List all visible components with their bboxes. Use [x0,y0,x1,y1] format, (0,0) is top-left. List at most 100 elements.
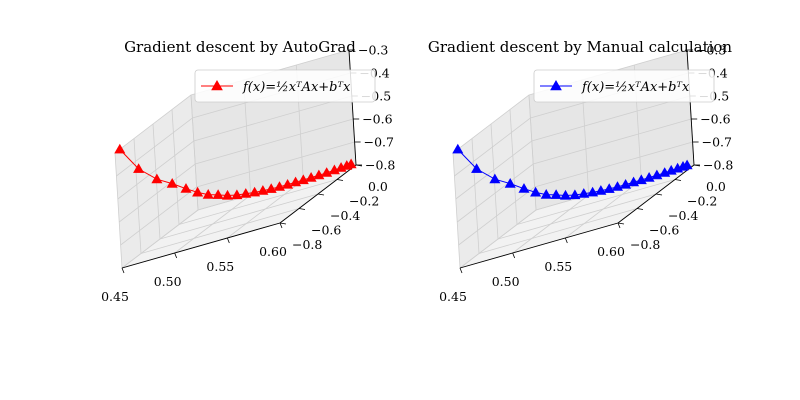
data-point-marker [321,167,333,177]
z-axis-line [348,49,357,166]
legend-label: f(x)=½xᵀAx+bᵀx [581,80,690,95]
legend-marker [211,79,223,91]
data-point-marker [180,183,192,193]
x-tick-label: 0.45 [101,289,129,304]
y-tick-label: −0.8 [630,237,660,252]
legend-box [533,69,715,103]
z-grid-line [456,118,692,223]
data-point-marker [471,163,483,173]
data-point-marker [587,186,599,197]
z-axis-line [686,49,695,166]
data-point-marker [231,189,243,200]
x-tick-label: 0.60 [597,244,625,259]
y-tick-mark [636,208,644,210]
data-point-marker [489,173,501,184]
y-tick-label: −0.2 [687,194,717,209]
z-grid-line [458,141,693,246]
data-point-marker [681,159,693,170]
x-tick-mark [279,222,283,229]
x-axis-line [121,222,281,269]
x-tick-label: 0.50 [492,274,520,289]
data-point-marker [151,173,163,184]
subplot-autograd: 0.450.500.550.600.0−0.2−0.4−0.6−0.8−0.3−… [101,38,395,304]
y-tick-label: −0.4 [668,208,698,223]
y-tick-label: 0.0 [368,179,388,194]
data-point-marker [240,188,252,198]
data-point-marker [166,177,178,188]
x-tick-mark [617,222,621,229]
z-grid-line [452,49,688,154]
data-point-marker [569,189,581,200]
z-tick-label: −0.7 [364,135,394,150]
y-tick-label: −0.2 [349,194,379,209]
y-tick-mark [279,222,287,225]
data-point-marker [603,183,615,193]
x-tick-label: 0.50 [154,274,182,289]
x-tick-mark [174,252,178,259]
legend-label: f(x)=½xᵀAx+bᵀx [242,80,351,95]
data-point-marker [518,183,530,193]
x-tick-label: 0.55 [206,259,234,274]
x-tick-mark [121,267,125,274]
z-tick-label: −0.6 [362,112,392,127]
y-tick-mark [674,179,682,181]
data-point-marker [345,158,357,169]
z-tick-label: −0.6 [700,112,730,127]
data-point-marker [114,143,126,154]
y-tick-mark [617,222,625,225]
z-tick-label: −0.8 [365,158,395,173]
data-point-marker [133,163,145,173]
y-tick-mark [655,193,663,196]
y-tick-mark [336,179,344,181]
x-tick-label: 0.45 [439,289,467,304]
data-point-marker [202,188,214,199]
z-tick-label: −0.7 [702,135,732,150]
data-point-marker [249,186,261,197]
x-axis-line [459,222,619,269]
legend-marker [550,79,562,91]
y-tick-mark [298,208,306,210]
z-tick-label: −0.8 [703,158,733,173]
y-tick-label: −0.4 [330,208,360,223]
z-tick-label: −0.3 [696,43,726,58]
legend-box [194,69,376,103]
chart-title: Gradient descent by Manual calculation [428,38,733,56]
data-point-marker [611,181,624,191]
data-point-marker [504,177,516,188]
subplot-manual: 0.450.500.550.600.0−0.2−0.4−0.6−0.8−0.3−… [428,38,733,304]
y-tick-label: −0.8 [292,237,322,252]
data-point-marker [221,189,234,200]
z-grid-line [114,49,350,154]
y-tick-label: −0.6 [649,223,679,238]
x-tick-mark [459,267,463,274]
x-tick-label: 0.55 [544,259,572,274]
data-point-marker [282,178,294,189]
data-point-marker [257,185,269,195]
z-grid-line [118,118,354,223]
data-point-marker [452,143,464,154]
data-point-marker [559,189,572,200]
x-tick-mark [564,237,568,244]
chart-title: Gradient descent by AutoGrad [124,38,356,56]
y-tick-mark [317,193,325,196]
x-tick-mark [512,252,516,259]
z-grid-line [455,95,690,200]
data-point-marker [265,183,277,193]
data-point-marker [595,185,607,195]
z-grid-line [120,141,355,246]
data-point-marker [578,188,590,198]
data-point-marker [192,186,204,197]
data-point-marker [212,189,224,199]
y-tick-label: −0.6 [311,223,341,238]
data-point-marker [540,188,552,199]
data-point-marker [550,189,562,199]
x-tick-mark [226,237,230,244]
data-point-marker [620,178,632,189]
data-point-marker [530,186,542,197]
data-point-marker [273,181,286,191]
z-tick-label: −0.3 [358,43,388,58]
z-grid-line [117,95,352,200]
y-tick-label: 0.0 [706,179,726,194]
x-tick-label: 0.60 [259,244,287,259]
